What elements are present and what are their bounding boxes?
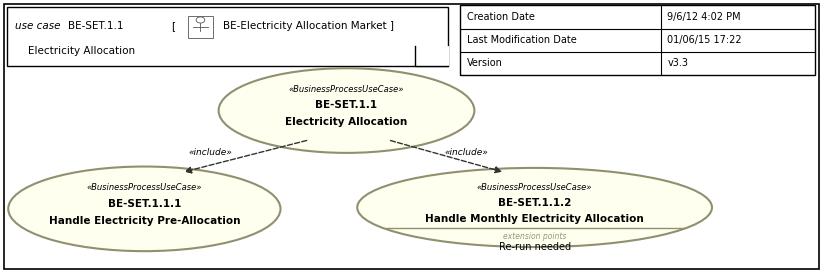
- Text: BE-SET.1.1.2: BE-SET.1.1.2: [498, 198, 571, 208]
- Text: BE-SET.1.1.1: BE-SET.1.1.1: [108, 199, 181, 209]
- Text: «include»: «include»: [188, 149, 233, 157]
- Polygon shape: [415, 46, 448, 66]
- Ellipse shape: [219, 68, 474, 153]
- Text: BE-SET.1.1: BE-SET.1.1: [68, 20, 124, 31]
- Text: Creation Date: Creation Date: [467, 12, 535, 22]
- Text: Electricity Allocation: Electricity Allocation: [285, 117, 408, 127]
- Text: 01/06/15 17:22: 01/06/15 17:22: [667, 35, 742, 45]
- Text: 9/6/12 4:02 PM: 9/6/12 4:02 PM: [667, 12, 741, 22]
- Text: [: [: [172, 20, 176, 31]
- Text: use case: use case: [15, 20, 60, 31]
- Text: Last Modification Date: Last Modification Date: [467, 35, 577, 45]
- Text: extension points: extension points: [503, 232, 566, 241]
- Text: BE-SET.1.1: BE-SET.1.1: [315, 100, 378, 111]
- Ellipse shape: [357, 168, 712, 247]
- FancyBboxPatch shape: [460, 5, 815, 75]
- Text: Re-run needed: Re-run needed: [498, 242, 571, 252]
- Text: Version: Version: [467, 58, 502, 69]
- Text: «BusinessProcessUseCase»: «BusinessProcessUseCase»: [289, 85, 404, 94]
- Text: «include»: «include»: [444, 149, 488, 157]
- Text: v3.3: v3.3: [667, 58, 688, 69]
- Text: «BusinessProcessUseCase»: «BusinessProcessUseCase»: [87, 183, 202, 192]
- FancyBboxPatch shape: [188, 16, 213, 38]
- FancyBboxPatch shape: [4, 4, 819, 269]
- Ellipse shape: [196, 17, 205, 23]
- Text: Handle Monthly Electricity Allocation: Handle Monthly Electricity Allocation: [425, 213, 644, 224]
- Ellipse shape: [8, 167, 280, 251]
- Text: Handle Electricity Pre-Allocation: Handle Electricity Pre-Allocation: [49, 216, 240, 226]
- Text: BE-Electricity Allocation Market ]: BE-Electricity Allocation Market ]: [223, 20, 394, 31]
- Text: Electricity Allocation: Electricity Allocation: [15, 46, 135, 56]
- Text: «BusinessProcessUseCase»: «BusinessProcessUseCase»: [477, 183, 592, 192]
- FancyBboxPatch shape: [7, 7, 448, 66]
